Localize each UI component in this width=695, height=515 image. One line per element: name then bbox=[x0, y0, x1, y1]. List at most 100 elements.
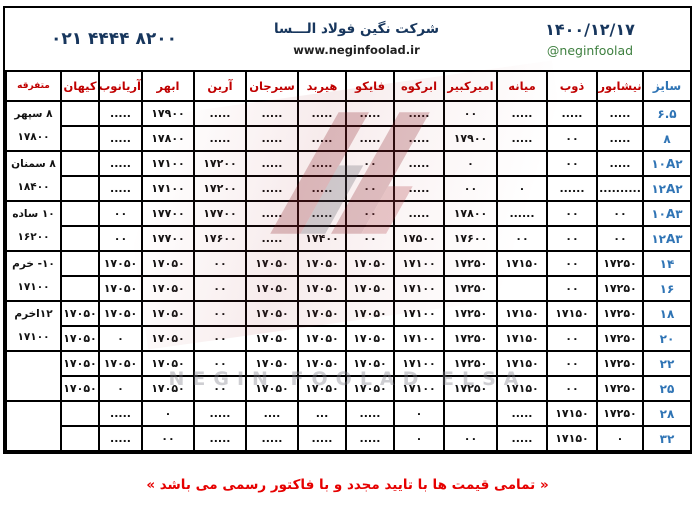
price-cell: ۱۷۹۰۰ bbox=[141, 100, 195, 127]
price-cell: ۱۷۱۵۰ bbox=[546, 400, 598, 427]
price-cell: ۱۷۲۰۰ bbox=[193, 175, 247, 202]
price-cell bbox=[60, 250, 100, 277]
price-cell: ۱۷۰۵۰ bbox=[98, 300, 143, 327]
table-row: ۱۸ ۱۷۲۵۰ ۱۷۱۵۰ ۱۷۱۵۰ ۱۷۲۵۰ ۱۷۱۰۰ ۱۷۰۵۰ ۱۷۰۵۰ ۱۷۰… bbox=[5, 300, 692, 352]
price-cell: ..... bbox=[98, 125, 143, 152]
table-row: ۱۲A۲................ ۰ ۰۰..... ۰۰..........… bbox=[6, 175, 692, 202]
price-cell: ..... bbox=[193, 425, 247, 452]
price-cell: ۰۰ bbox=[193, 275, 247, 302]
price-cell: ..... bbox=[345, 400, 395, 427]
price-cell: ۰ bbox=[98, 375, 143, 402]
price-cell: ..... bbox=[245, 100, 299, 127]
price-cell: ۱۷۸۰۰ bbox=[443, 200, 498, 227]
price-cell: ۱۷۰۵۰ bbox=[245, 300, 299, 327]
price-cell: ۰ bbox=[98, 325, 143, 352]
price-cell: ۰۰ bbox=[443, 175, 498, 202]
price-cell: ۰۰ bbox=[496, 225, 548, 252]
price-cell: ۱۷۲۵۰ bbox=[443, 350, 498, 377]
price-cell: ..... bbox=[297, 425, 347, 452]
footer-notice: « تمامی قیمت ها با تایید مجدد و با فاکتو… bbox=[146, 477, 549, 493]
size-cell: ۱۲A۲ bbox=[642, 175, 692, 202]
size-cell: ۲۵ bbox=[642, 375, 692, 402]
price-cell: ۱۷۱۰۰ bbox=[393, 325, 445, 352]
price-cell: ۰۰ bbox=[141, 425, 195, 452]
price-cell: ۱۷۱۰۰ bbox=[393, 250, 445, 277]
price-cell: ۱۷۴۰۰ bbox=[297, 225, 347, 252]
price-cell: ۱۷۰۵۰ bbox=[345, 350, 395, 377]
price-cell: ۰۰ bbox=[546, 150, 598, 177]
price-cell: ۱۷۶۰۰ bbox=[443, 225, 498, 252]
price-cell: ..... bbox=[98, 175, 143, 202]
price-cell: ..... bbox=[193, 400, 247, 427]
price-cell: ..... bbox=[297, 100, 347, 127]
price-cell: ۱۷۲۵۰ bbox=[596, 400, 644, 427]
price-cell: ۱۷۹۰۰ bbox=[443, 125, 498, 152]
price-cell: .......... bbox=[596, 175, 644, 202]
price-cell: ۱۷۰۵۰ bbox=[60, 375, 100, 402]
price-cell: ..... bbox=[393, 200, 445, 227]
price-cell: ۱۷۰۵۰ bbox=[345, 375, 395, 402]
price-cell: ۰۰ bbox=[193, 250, 247, 277]
price-cell: ۱۷۱۰۰ bbox=[141, 175, 195, 202]
price-cell: ۱۷۲۵۰ bbox=[443, 275, 498, 302]
price-cell: ۱۷۲۵۰ bbox=[596, 350, 644, 377]
price-cell: ۱۷۰۵۰ bbox=[245, 350, 299, 377]
price-cell: .... bbox=[245, 400, 299, 427]
size-cell: ۶.۵ bbox=[642, 100, 692, 127]
price-cell: ۱۷۰۵۰ bbox=[245, 325, 299, 352]
column-header-10: ابهر bbox=[141, 70, 195, 102]
price-cell: ۱۷۰۵۰ bbox=[245, 250, 299, 277]
price-cell: ۱۷۲۵۰ bbox=[596, 250, 644, 277]
price-cell: ۰۰ bbox=[193, 375, 247, 402]
price-cell bbox=[60, 400, 100, 427]
price-cell: ۱۷۷۰۰ bbox=[141, 225, 195, 252]
price-cell: ۱۷۷۰۰ bbox=[193, 200, 247, 227]
price-cell bbox=[60, 425, 100, 452]
price-cell: ۱۷۰۵۰ bbox=[297, 275, 347, 302]
price-cell bbox=[443, 400, 498, 427]
header-date-block: ۱۴۰۰/۱۲/۱۷ @neginfoolad bbox=[490, 8, 690, 70]
table-row: ۲۵ ۱۷۲۵۰ ۰۰ ۱۷۱۵۰ ۱۷۲۵۰ ۱۷۱۰۰ ۱۷۰۵۰ ۱۷۰۵۰ ۱۷۰۵۰ ۰… bbox=[6, 375, 692, 402]
column-header-8: سیرجان bbox=[245, 70, 299, 102]
price-cell: ۰۰ bbox=[546, 225, 598, 252]
price-cell: ..... bbox=[393, 150, 445, 177]
price-cell: ۱۷۰۵۰ bbox=[141, 350, 195, 377]
price-cell: ۱۷۰۵۰ bbox=[98, 250, 143, 277]
price-cell: ۱۷۲۵۰ bbox=[443, 325, 498, 352]
price-cell: ۱۷۱۰۰ bbox=[141, 150, 195, 177]
price-cell: ..... bbox=[193, 100, 247, 127]
table-row: ۱۴ ۱۷۲۵۰ ۰۰ ۱۷۱۵۰ ۱۷۲۵۰ ۱۷۱۰۰ ۱۷۰۵۰ ۱۷۰۵۰ ۱۷۰۵۰ ۰… bbox=[5, 250, 692, 302]
misc-seller-cell: ۱۰- خرم ۱۷۱۰۰ bbox=[5, 250, 62, 302]
header-company-block: شرکت نگین فولاد الـــسا www.neginfoolad.… bbox=[223, 8, 490, 70]
price-cell: ..... bbox=[193, 125, 247, 152]
price-cell: ۱۷۰۵۰ bbox=[141, 300, 195, 327]
price-cell: ۱۷۲۵۰ bbox=[596, 375, 644, 402]
price-cell: ..... bbox=[297, 200, 347, 227]
price-cell: ..... bbox=[393, 125, 445, 152]
price-cell: ۱۷۱۵۰ bbox=[496, 300, 548, 327]
size-cell: ۱۲A۳ bbox=[642, 225, 692, 252]
price-cell: ۱۷۰۵۰ bbox=[60, 350, 100, 377]
price-cell: ..... bbox=[245, 200, 299, 227]
price-cell: ۱۷۰۵۰ bbox=[245, 375, 299, 402]
sheet-frame: ۰۲۱ ۴۴۴۴ ۸۲۰۰ شرکت نگین فولاد الـــسا ww… bbox=[3, 6, 692, 454]
table-row: ۶.۵............... ۰۰....................… bbox=[5, 100, 692, 152]
price-cell: ۱۷۰۵۰ bbox=[297, 250, 347, 277]
price-cell bbox=[60, 100, 100, 127]
size-cell: ۳۲ bbox=[642, 425, 692, 452]
misc-seller-cell: ۱۰ ساده ۱۶۲۰۰ bbox=[5, 200, 62, 252]
price-cell: ۱۷۶۰۰ bbox=[193, 225, 247, 252]
price-cell: ۱۷۰۵۰ bbox=[297, 325, 347, 352]
price-cell: ۰۰ bbox=[345, 175, 395, 202]
column-header-4: امیرکبیر bbox=[443, 70, 498, 102]
price-cell: ۰۰ bbox=[596, 200, 644, 227]
price-cell bbox=[60, 275, 100, 302]
column-header-13: متفرقه bbox=[5, 70, 62, 102]
price-cell: ۱۷۱۵۰ bbox=[546, 300, 598, 327]
price-cell: ..... bbox=[98, 150, 143, 177]
column-header-12: کیهان bbox=[60, 70, 100, 102]
price-cell: ۱۷۵۰۰ bbox=[393, 225, 445, 252]
price-cell: ..... bbox=[297, 175, 347, 202]
price-cell: ..... bbox=[245, 425, 299, 452]
price-cell: ۱۷۱۰۰ bbox=[393, 350, 445, 377]
